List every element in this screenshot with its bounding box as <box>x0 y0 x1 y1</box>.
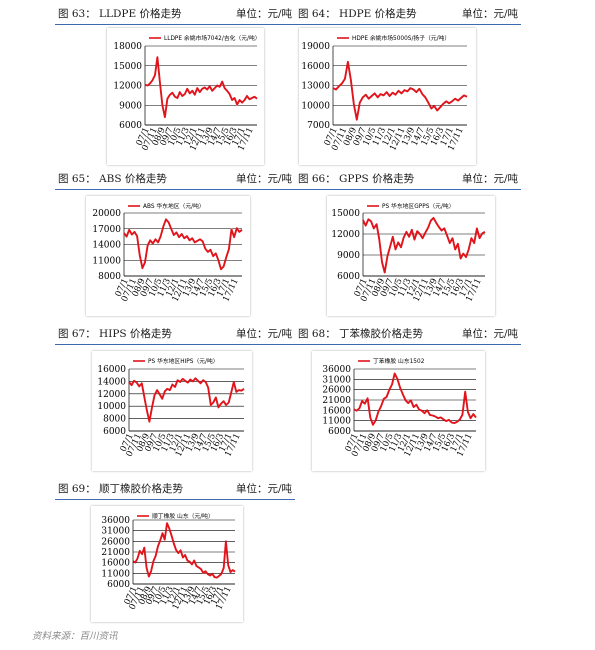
figure-header: 图 66： GPPS 价格走势 单位：元/吨 <box>295 172 521 190</box>
y-tick-label: 12000 <box>97 390 126 400</box>
y-tick-label: 26000 <box>322 386 351 396</box>
figure-unit: 单位：元/吨 <box>461 173 518 185</box>
price-series-line <box>353 372 477 426</box>
legend-label: 丁苯橡胶 山东1502 <box>373 357 425 365</box>
y-tick-label: 31000 <box>322 375 351 385</box>
y-tick-label: 7000 <box>307 121 330 131</box>
figure-title: 图 64： HDPE 价格走势 <box>298 8 417 20</box>
figure-title: 图 68： 丁苯橡胶价格走势 <box>298 328 424 340</box>
y-tick-label: 11000 <box>92 256 121 266</box>
chart-svg: 360003100026000210001600011000600007/107… <box>101 512 236 611</box>
figure-69: 图 69： 顺丁橡胶价格走势 单位：元/吨 36000 31000 26000 210… <box>55 482 295 624</box>
figure-title: 图 66： GPPS 价格走势 <box>298 173 415 185</box>
y-tick-label: 10000 <box>301 101 330 111</box>
chart-panel: 18000 15000 12000 9000 6000 07/1 07/11 08/9 09/7… <box>107 28 264 165</box>
chart-panel: 36000 31000 26000 21000 16000 11000 6000 07/1 07… <box>91 506 243 622</box>
y-tick-label: 6000 <box>337 272 360 282</box>
figure-title: 图 69： 顺丁橡胶价格走势 <box>58 483 184 495</box>
figure-66: 图 66： GPPS 价格走势 单位：元/吨 15000 12000 9000 600… <box>295 172 521 322</box>
figure-header: 图 69： 顺丁橡胶价格走势 单位：元/吨 <box>55 482 295 500</box>
figure-unit: 单位：元/吨 <box>461 8 518 20</box>
price-series-line <box>332 60 468 121</box>
y-tick-label: 13000 <box>301 82 330 92</box>
y-tick-label: 16000 <box>301 62 330 72</box>
price-series-line <box>128 377 245 423</box>
y-tick-label: 10000 <box>97 402 126 412</box>
legend-label: PS 华东地区HIPS（元/吨） <box>148 357 219 365</box>
y-tick-label: 19000 <box>301 42 330 52</box>
y-tick-label: 6000 <box>107 580 130 590</box>
y-tick-label: 6000 <box>103 427 126 437</box>
figure-unit: 单位：元/吨 <box>235 328 292 340</box>
chart-svg: 15000120009000600007/107/1108/909/710/51… <box>331 202 486 303</box>
chart-panel: 20000 17000 14000 11000 8000 07/1 07/11 08/9 09/… <box>86 196 250 316</box>
y-tick-label: 18000 <box>113 42 142 52</box>
y-tick-label: 16000 <box>101 559 130 569</box>
y-tick-label: 26000 <box>101 537 130 547</box>
y-tick-label: 12000 <box>113 82 142 92</box>
chart-panel: 19000 16000 13000 10000 7000 07/1 07/11 08/9 09/… <box>299 28 476 165</box>
chart-svg: 1800015000120009000600007/107/1108/909/7… <box>113 34 261 152</box>
figure-header: 图 68： 丁苯橡胶价格走势 单位：元/吨 <box>295 327 521 345</box>
figure-64: 图 64： HDPE 价格走势 单位：元/吨 19000 16000 13000 10… <box>295 7 521 167</box>
chart-svg: 360003100026000210001600011000600007/107… <box>322 357 477 458</box>
figure-header: 图 65： ABS 价格走势 单位：元/吨 <box>55 172 295 190</box>
y-tick-label: 9000 <box>337 251 360 261</box>
y-tick-label: 14000 <box>97 377 126 387</box>
price-series-line <box>123 218 243 271</box>
figure-unit: 单位：元/吨 <box>461 328 518 340</box>
figure-unit: 单位：元/吨 <box>235 8 292 20</box>
y-tick-label: 6000 <box>119 121 142 131</box>
y-tick-label: 31000 <box>101 527 130 537</box>
y-tick-label: 11000 <box>322 417 351 427</box>
y-tick-label: 21000 <box>322 396 351 406</box>
figure-title: 图 65： ABS 价格走势 <box>58 173 167 185</box>
legend-label: 顺丁橡胶 山东（元/吨） <box>152 512 214 520</box>
y-tick-label: 15000 <box>113 62 142 72</box>
price-series-line <box>144 56 258 119</box>
y-tick-label: 8000 <box>98 272 121 282</box>
figure-unit: 单位：元/吨 <box>235 173 292 185</box>
chart-svg: 160001400012000100008000600007/107/1108/… <box>97 357 245 458</box>
y-tick-label: 36000 <box>322 365 351 375</box>
y-tick-label: 14000 <box>92 241 121 251</box>
figure-63: 图 63： LLDPE 价格走势 单位：元/吨 18000 15000 12000 9… <box>55 7 295 167</box>
chart-svg: 20000170001400011000800007/107/1108/909/… <box>92 202 243 303</box>
price-series-line <box>132 522 236 579</box>
y-tick-label: 36000 <box>101 516 130 526</box>
figure-header: 图 63： LLDPE 价格走势 单位：元/吨 <box>55 7 295 25</box>
legend-label: LLDPE 余姚市场7042/吉化（元/吨） <box>164 34 261 42</box>
figure-68: 图 68： 丁苯橡胶价格走势 单位：元/吨 36000 31000 26000 210… <box>295 327 521 477</box>
chart-svg: 19000160001300010000700007/107/1108/909/… <box>301 34 468 152</box>
y-tick-label: 17000 <box>92 225 121 235</box>
chart-panel: 15000 12000 9000 6000 07/1 07/11 08/9 09/7 10/5 1… <box>327 196 495 316</box>
figure-67: 图 67： HIPS 价格走势 单位：元/吨 16000 14000 12000 10… <box>55 327 295 477</box>
figure-title: 图 67： HIPS 价格走势 <box>58 328 172 340</box>
figure-header: 图 64： HDPE 价格走势 单位：元/吨 <box>295 7 521 25</box>
figure-65: 图 65： ABS 价格走势 单位：元/吨 20000 17000 14000 110… <box>55 172 295 322</box>
legend-label: HDPE 余姚市场5000S/扬子（元/吨） <box>352 34 450 42</box>
y-tick-label: 11000 <box>101 569 130 579</box>
price-series-line <box>362 216 486 274</box>
chart-panel: 16000 14000 12000 10000 8000 6000 07/1 07/11 08/… <box>92 351 252 471</box>
figure-header: 图 67： HIPS 价格走势 单位：元/吨 <box>55 327 295 345</box>
y-tick-label: 20000 <box>92 209 121 219</box>
figure-unit: 单位：元/吨 <box>235 483 292 495</box>
legend-label: PS 华东地区GPPS（元/吨） <box>382 202 455 210</box>
y-tick-label: 16000 <box>97 365 126 375</box>
y-tick-label: 9000 <box>119 101 142 111</box>
y-tick-label: 21000 <box>101 548 130 558</box>
source-note: 资料来源：百川资讯 <box>32 631 118 642</box>
y-tick-label: 12000 <box>331 230 360 240</box>
figure-title: 图 63： LLDPE 价格走势 <box>58 8 182 20</box>
y-tick-label: 15000 <box>331 209 360 219</box>
y-tick-label: 8000 <box>103 415 126 425</box>
y-tick-label: 16000 <box>322 406 351 416</box>
legend-label: ABS 华东地区（元/吨） <box>143 202 205 210</box>
chart-panel: 36000 31000 26000 21000 16000 11000 6000 07/1 07… <box>312 351 485 471</box>
y-tick-label: 6000 <box>328 427 351 437</box>
